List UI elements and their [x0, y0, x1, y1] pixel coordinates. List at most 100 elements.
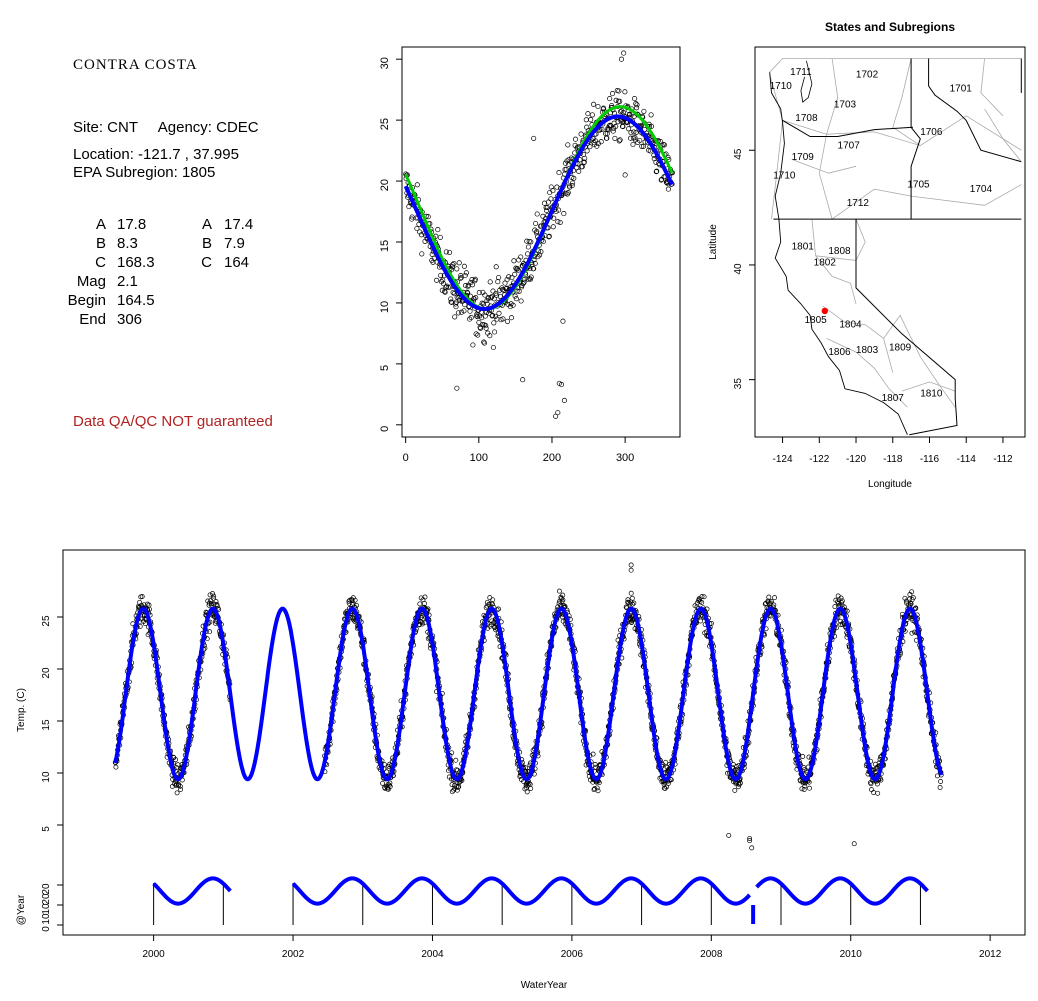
data-point — [590, 751, 596, 757]
data-point — [459, 309, 465, 315]
data-point — [487, 333, 493, 339]
data-point — [462, 302, 468, 308]
param-value-a2: 17.4 — [224, 216, 254, 233]
data-point — [621, 119, 627, 125]
data-point — [647, 148, 653, 154]
data-point — [387, 780, 393, 786]
data-point — [534, 228, 540, 234]
data-point — [616, 138, 622, 144]
data-point — [173, 757, 179, 763]
data-point — [546, 233, 552, 239]
x-tick-label: 0 — [403, 452, 409, 464]
x-tick-label: -122 — [809, 454, 829, 465]
data-point — [492, 313, 498, 319]
data-point — [491, 296, 497, 302]
data-point — [490, 597, 496, 603]
data-point — [438, 272, 444, 278]
data-point — [733, 767, 739, 772]
data-point — [467, 293, 473, 299]
plot-frame — [62, 549, 1026, 936]
data-point — [629, 595, 635, 601]
data-point — [622, 89, 628, 95]
region-label: 1702 — [856, 70, 879, 81]
data-point — [768, 599, 774, 604]
data-point — [469, 282, 476, 288]
data-point — [455, 310, 461, 316]
data-point — [507, 304, 513, 310]
data-point — [512, 271, 518, 277]
data-point — [442, 289, 448, 295]
data-point — [504, 276, 510, 283]
data-point — [582, 155, 588, 161]
data-point — [594, 143, 600, 149]
data-point — [699, 594, 705, 599]
y-axis-label: Latitude — [708, 224, 719, 260]
data-point — [872, 770, 878, 775]
data-point — [625, 597, 631, 603]
data-point — [557, 219, 563, 225]
year-phase-line — [291, 876, 752, 906]
data-point — [634, 105, 640, 111]
data-point — [628, 567, 634, 573]
data-point — [604, 130, 610, 137]
data-point — [599, 126, 605, 132]
data-point — [699, 599, 705, 605]
data-point — [528, 274, 534, 280]
data-point — [483, 323, 489, 329]
data-point — [496, 606, 501, 612]
data-point — [628, 590, 634, 596]
data-point — [665, 186, 671, 192]
data-point — [628, 130, 634, 136]
data-point — [414, 182, 420, 188]
data-point — [576, 168, 582, 174]
data-point — [627, 111, 633, 117]
data-point — [560, 592, 566, 598]
y-tick-label: 30 — [379, 57, 391, 69]
data-point — [525, 244, 531, 250]
data-point — [551, 215, 557, 221]
data-point — [607, 122, 613, 128]
data-point — [698, 618, 704, 624]
data-point — [631, 129, 637, 135]
region-label: 1712 — [847, 198, 870, 209]
data-point — [633, 129, 639, 135]
data-point — [637, 137, 643, 144]
data-point — [444, 283, 450, 289]
data-point — [620, 124, 626, 130]
data-point — [639, 143, 645, 149]
data-point — [456, 260, 462, 266]
data-point — [210, 595, 216, 601]
data-point — [701, 594, 707, 600]
data-point — [455, 767, 460, 773]
data-point — [147, 606, 152, 612]
data-point — [380, 780, 386, 786]
data-point — [806, 779, 812, 785]
data-point — [174, 764, 179, 770]
data-point — [543, 207, 550, 213]
data-point — [451, 291, 457, 297]
data-point — [800, 754, 806, 759]
data-point — [211, 593, 217, 599]
data-point — [585, 111, 591, 117]
y-axis-label: Temp. (C) — [16, 688, 27, 732]
y-axis-label-year: @Year — [16, 894, 27, 925]
region-label: 1803 — [856, 345, 879, 356]
data-point — [839, 598, 845, 604]
data-point — [553, 208, 559, 215]
data-point — [634, 102, 640, 108]
data-point — [620, 110, 626, 116]
qa-qc-note: Data QA/QC NOT guaranteed — [73, 413, 273, 430]
param-value-mag: 2.1 — [117, 273, 138, 290]
county-title: CONTRA COSTA — [73, 57, 198, 73]
data-point — [606, 123, 612, 129]
data-point — [568, 155, 574, 161]
subregion-boundary — [782, 115, 1022, 151]
y-tick-label: 0 — [379, 426, 391, 432]
data-point — [807, 785, 812, 791]
param-label-b: B — [95, 235, 106, 252]
data-point — [510, 302, 516, 308]
data-point — [771, 602, 777, 608]
data-point — [494, 292, 500, 298]
x-axis-label: WaterYear — [521, 980, 568, 991]
